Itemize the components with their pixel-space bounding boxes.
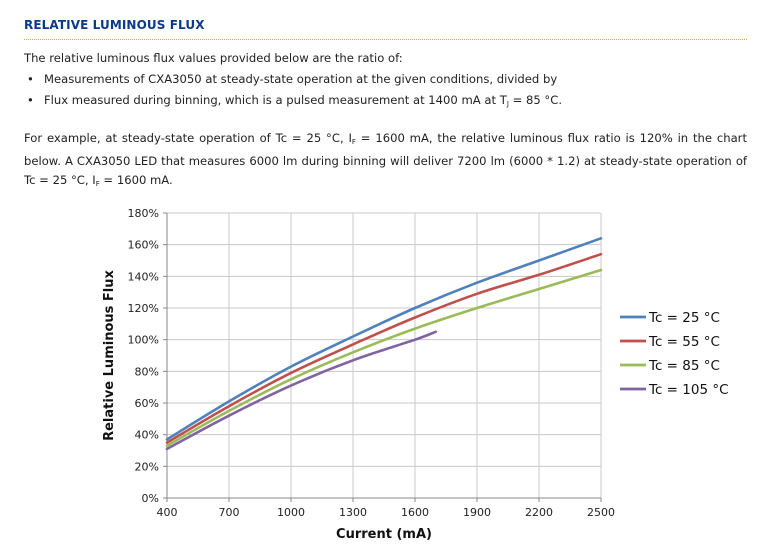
y-tick-label: 160% [128,239,159,252]
section-title: RELATIVE LUMINOUS FLUX [24,18,205,32]
title-divider [24,39,747,40]
example-paragraph: For example, at steady-state operation o… [24,131,747,188]
y-tick-label: 80% [135,365,159,378]
x-axis-title: Current (mA) [336,527,432,542]
legend-label-1: Tc = 25 °C [648,310,720,326]
legend-label-4: Tc = 105 °C [648,382,729,398]
y-tick-label: 140% [128,270,159,283]
series-line-2 [165,252,603,444]
x-tick-label: 1300 [339,506,367,519]
x-tick-label: 400 [157,506,178,519]
intro-paragraph: The relative luminous flux values provid… [24,51,403,65]
chart-legend: Tc = 25 °C Tc = 55 °C Tc = 85 °C Tc = 105 °… [620,310,729,398]
x-tick-label: 1600 [401,506,429,519]
y-tick-label: 180% [128,207,159,220]
series-line-1 [165,237,603,441]
bullet-binning: Flux measured during binning, which is a… [24,90,747,115]
y-axis-title: Relative Luminous Flux [102,270,117,441]
legend-label-2: Tc = 55 °C [648,334,720,350]
x-tick-label: 2500 [587,506,615,519]
x-tick-label: 700 [219,506,240,519]
x-tick-label: 1000 [277,506,305,519]
x-tick-label: 1900 [463,506,491,519]
ratio-definition-list: Measurements of CXA3050 at steady-state … [24,69,747,114]
y-tick-label: 0% [142,492,159,505]
y-tick-label: 20% [135,460,159,473]
series-line-4 [165,330,437,451]
y-tick-label: 120% [128,302,159,315]
y-tick-label: 40% [135,429,159,442]
y-tick-label: 100% [128,334,159,347]
bullet-steady-state: Measurements of CXA3050 at steady-state … [24,69,747,90]
legend-label-3: Tc = 85 °C [648,358,720,374]
series-line-3 [165,268,603,448]
chart-grid [166,212,602,499]
x-tick-label: 2200 [525,506,553,519]
relative-flux-chart: 0% 20% 40% 60% 80% 100% 120% 140% 160% 180% 400 700… [102,207,729,542]
chart-axes: 0% 20% 40% 60% 80% 100% 120% 140% 160% 180% 400 700… [128,207,615,519]
chart-series [165,237,603,451]
y-tick-label: 60% [135,397,159,410]
